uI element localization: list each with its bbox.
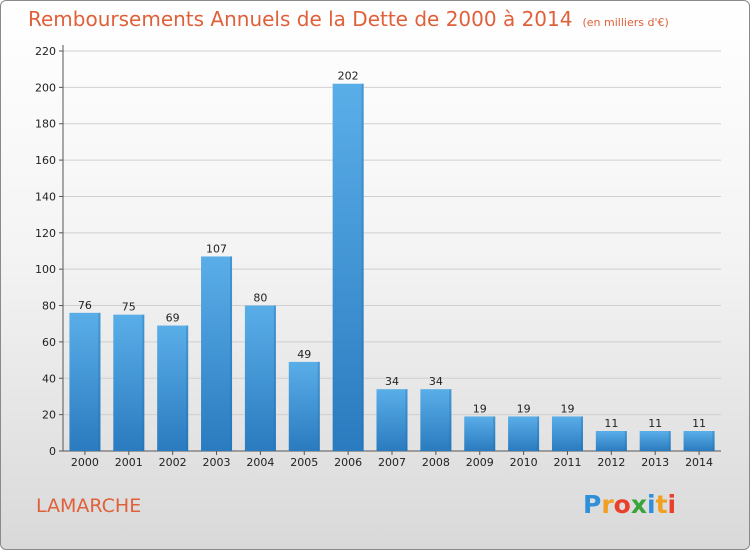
labels: 0 20 40 60 80 100 120 140 160 180 200 220 76 2000 75 20… [35,45,713,469]
bar[interactable] [595,431,627,451]
bar-shade [273,305,276,451]
x-tick-label: 2008 [422,456,450,469]
chart-title-row: Remboursements Annuels de la Dette de 20… [28,7,669,31]
bar-shade [98,312,101,451]
bar-shade [712,431,715,451]
y-tick-label: 60 [42,336,56,349]
x-tick-label: 2001 [115,456,143,469]
bar-value-label: 49 [297,348,311,361]
bar-shade [142,314,145,451]
bar[interactable] [464,416,496,451]
x-tick-label: 2012 [597,456,625,469]
x-tick-label: 2013 [641,456,669,469]
bar[interactable] [508,416,540,451]
bar-value-label: 75 [122,301,136,314]
y-tick-label: 200 [35,81,56,94]
bar-value-label: 80 [253,292,267,305]
logo-letter: i [667,490,677,519]
commune-name: LAMARCHE [36,495,142,517]
logo-letter: r [601,490,614,519]
y-tick-label: 140 [35,190,56,203]
chart-title: Remboursements Annuels de la Dette de 20… [28,7,573,31]
bar-value-label: 69 [166,312,180,325]
y-tick-label: 0 [49,445,56,458]
bar-shade [230,256,233,451]
logo-letter: i [647,490,656,519]
x-tick-label: 2004 [246,456,274,469]
bar-shade [580,416,583,451]
y-tick-label: 100 [35,263,56,276]
bar-value-label: 107 [206,242,227,255]
bar[interactable] [420,389,452,451]
x-tick-label: 2011 [553,456,581,469]
bar-value-label: 19 [560,402,574,415]
bar-shade [405,389,408,451]
bars [69,83,715,452]
x-tick-label: 2000 [71,456,99,469]
bar-value-label: 11 [604,417,618,430]
bar-value-label: 34 [429,375,443,388]
chart-subtitle: (en milliers d'€) [582,16,669,29]
x-tick-label: 2009 [466,456,494,469]
y-tick-label: 40 [42,372,56,385]
bar[interactable] [551,416,583,451]
bar-value-label: 202 [338,70,359,83]
proxiti-logo[interactable]: Proxiti [583,490,676,519]
bar-shade [537,416,540,451]
bar[interactable] [683,431,715,451]
bar[interactable] [288,361,320,451]
bar[interactable] [244,305,276,451]
y-tick-label: 80 [42,300,56,313]
y-tick-label: 20 [42,409,56,422]
bar-value-label: 19 [473,402,487,415]
bar[interactable] [157,325,189,451]
bar[interactable] [639,431,671,451]
logo-letter: o [613,490,631,519]
bar-value-label: 11 [692,417,706,430]
bar-value-label: 76 [78,299,92,312]
x-tick-label: 2003 [203,456,231,469]
bar-shade [361,83,364,452]
x-tick-label: 2007 [378,456,406,469]
x-tick-label: 2002 [159,456,187,469]
bar-shade [449,389,452,451]
bar[interactable] [69,312,101,451]
bar[interactable] [376,389,408,451]
x-tick-label: 2006 [334,456,362,469]
logo-letter: t [655,490,668,519]
bar-value-label: 19 [517,402,531,415]
bar[interactable] [201,256,233,451]
y-tick-label: 220 [35,45,56,58]
x-tick-label: 2010 [510,456,538,469]
bar-shade [624,431,627,451]
y-tick-label: 180 [35,118,56,131]
bar-shade [317,361,320,451]
bar-value-label: 34 [385,375,399,388]
bar[interactable] [332,83,364,452]
y-tick-label: 160 [35,154,56,167]
x-tick-label: 2014 [685,456,713,469]
bar-shade [493,416,496,451]
bar[interactable] [113,314,145,451]
bar-value-label: 11 [648,417,662,430]
logo-letter: x [630,490,647,519]
bar-shade [668,431,671,451]
logo-letter: P [583,490,602,519]
x-tick-label: 2005 [290,456,318,469]
y-tick-label: 120 [35,227,56,240]
bar-shade [186,325,189,451]
